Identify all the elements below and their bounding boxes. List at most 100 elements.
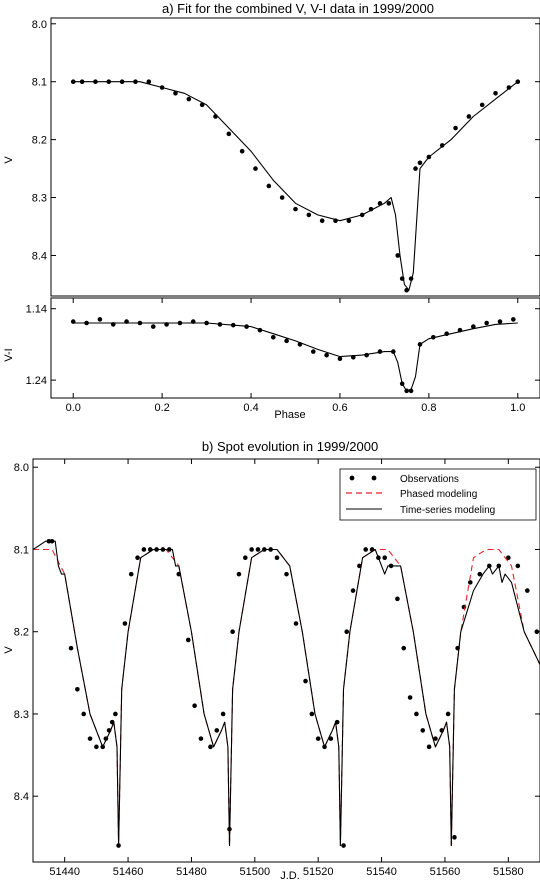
data-point	[113, 711, 118, 717]
y-tick-label: 8.4	[14, 791, 29, 803]
phased-model-line	[33, 548, 540, 847]
x-tick-label: 0.0	[66, 402, 81, 414]
data-point	[310, 349, 316, 354]
data-point	[341, 843, 346, 848]
data-point	[150, 324, 156, 329]
plot-frame	[32, 458, 540, 863]
panel-a-lower-ylabel: V-I	[3, 348, 15, 361]
plot-area	[70, 79, 521, 293]
data-point	[452, 835, 457, 840]
data-point	[274, 555, 280, 560]
data-point	[75, 686, 80, 692]
y-tick-label: 1.24	[26, 375, 47, 387]
data-point	[128, 571, 134, 577]
data-point	[94, 744, 99, 750]
data-point	[146, 79, 152, 85]
plot-area	[33, 538, 540, 848]
x-tick-label: 51580	[493, 866, 524, 878]
data-point	[346, 218, 352, 224]
data-point	[344, 629, 350, 635]
x-tick-label: 0.4	[243, 402, 258, 414]
data-point	[293, 206, 298, 212]
data-point	[192, 703, 197, 709]
data-point	[255, 547, 261, 552]
data-point	[420, 728, 426, 733]
data-point	[208, 744, 213, 750]
legend-label-timeseries: Time-series modeling	[400, 505, 495, 516]
plot-frame	[50, 17, 540, 297]
data-point	[466, 114, 472, 119]
legend-label-phased: Phased modeling	[400, 489, 477, 500]
data-point	[284, 338, 289, 344]
data-point	[243, 555, 248, 560]
data-point	[515, 563, 521, 569]
plot-frame	[50, 297, 540, 399]
data-point	[401, 645, 407, 651]
data-point	[249, 547, 254, 552]
data-point	[319, 218, 325, 224]
data-point	[479, 102, 485, 108]
data-point	[303, 678, 308, 684]
x-tick-label: 0.8	[421, 402, 436, 414]
x-tick-label: 51460	[113, 866, 144, 878]
legend-marker-observations	[371, 475, 377, 481]
data-point	[230, 629, 235, 635]
data-point	[135, 555, 140, 560]
data-point	[407, 695, 413, 700]
model-fit-line	[33, 540, 540, 847]
panel-a-xlabel: Phase	[274, 409, 305, 421]
x-tick-label: 51520	[303, 866, 334, 878]
panel-b-title: b) Spot evolution in 1999/2000	[202, 439, 378, 454]
data-point	[270, 334, 276, 340]
data-point	[306, 212, 312, 218]
data-point	[266, 183, 272, 189]
data-point	[186, 96, 192, 102]
data-point	[253, 166, 258, 171]
data-point	[315, 736, 321, 741]
data-point	[467, 580, 473, 585]
model-fit-line	[73, 322, 518, 392]
y-tick-label: 8.4	[32, 250, 47, 262]
y-tick-label: 8.0	[14, 462, 29, 474]
panel-a-title: a) Fit for the combined V, V-I data in 1…	[162, 1, 434, 16]
data-point	[220, 711, 226, 717]
data-point	[417, 160, 423, 166]
data-point	[226, 131, 232, 137]
data-point	[214, 728, 220, 733]
data-point	[484, 320, 489, 326]
y-tick-label: 8.3	[32, 193, 47, 205]
y-tick-label: 8.3	[14, 709, 29, 721]
data-point	[382, 555, 388, 560]
data-point	[477, 571, 483, 577]
x-tick-label: 51560	[430, 866, 461, 878]
y-tick-label: 8.1	[32, 77, 47, 89]
panel-b-plot: 8.0 8.1 8.2 8.3 8.4 51440 51460 51480 51500 51520…	[14, 458, 540, 878]
data-point	[386, 201, 392, 206]
data-point	[236, 571, 242, 577]
data-point	[433, 736, 438, 741]
data-point	[414, 711, 419, 717]
y-tick-label: 8.2	[32, 135, 47, 147]
x-tick-label: 0.2	[154, 402, 169, 414]
x-tick-label: 51500	[240, 866, 271, 878]
y-tick-label: 8.2	[14, 627, 29, 639]
data-point	[511, 317, 516, 322]
data-point	[309, 711, 315, 717]
data-point	[413, 166, 418, 171]
panel-a-upper-ylabel: V	[3, 156, 15, 164]
model-fit-line	[73, 81, 519, 291]
data-point	[68, 645, 74, 651]
legend-marker-observations	[349, 475, 355, 481]
data-point	[445, 711, 451, 717]
data-point	[439, 143, 445, 148]
data-point	[363, 547, 369, 552]
data-point	[324, 352, 329, 358]
panel-a-lower-plot: 1.14 1.24 0.0 0.2 0.4 0.6 0.8 1.0	[26, 297, 540, 414]
data-point	[395, 253, 401, 258]
data-point	[81, 711, 86, 717]
data-point	[497, 319, 503, 324]
data-point	[279, 195, 285, 200]
y-tick-label: 8.1	[14, 544, 29, 556]
panel-a-upper-plot: 8.0 8.1 8.2 8.3 8.4	[32, 17, 540, 297]
